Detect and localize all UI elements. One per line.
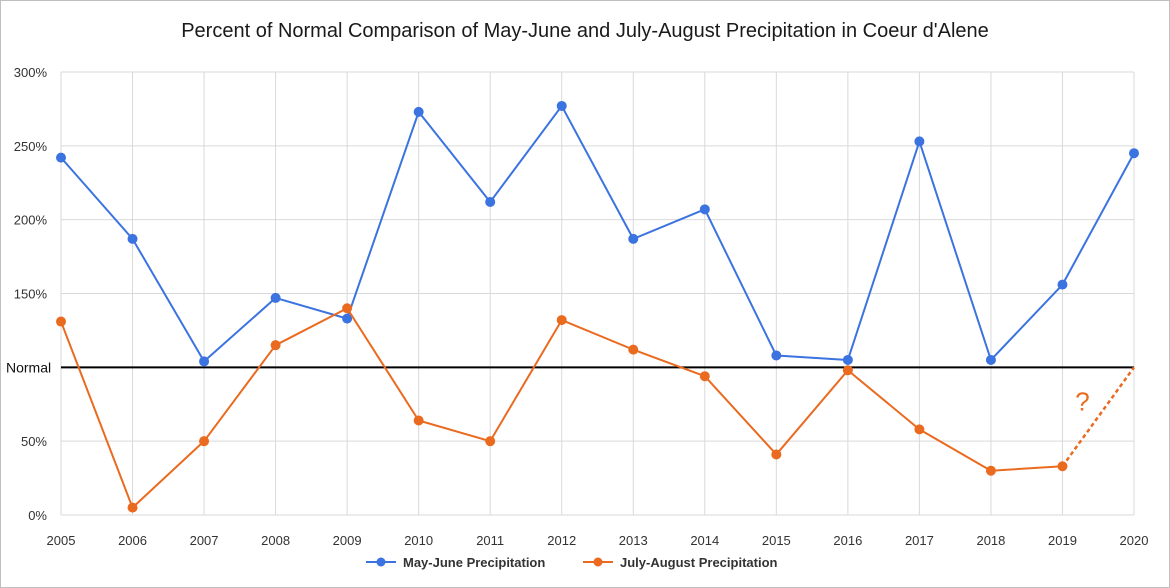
x-tick-label: 2018: [976, 533, 1005, 548]
data-point: [485, 196, 496, 207]
series-line-1: [60, 104, 1135, 363]
y-tick-label: 0%: [28, 508, 47, 523]
y-tick-label: 250%: [14, 139, 48, 154]
projection-dashed-line: [1061, 366, 1136, 468]
y-tick-label: 50%: [21, 434, 47, 449]
data-point: [556, 315, 567, 326]
data-point: [699, 371, 710, 382]
data-point: [342, 303, 353, 314]
data-point: [270, 292, 281, 303]
data-point: [1129, 148, 1139, 159]
data-point: [127, 502, 138, 513]
y-tick-label: 150%: [14, 287, 48, 302]
grid-lines: [60, 71, 1135, 516]
data-point: [413, 106, 424, 117]
data-point: [270, 340, 281, 351]
data-point: [914, 424, 925, 435]
legend: May-June Precipitation July-August Precip…: [366, 555, 778, 570]
legend-label: May-June Precipitation: [403, 555, 545, 570]
x-tick-label: 2012: [547, 533, 576, 548]
x-tick-label: 2013: [619, 533, 648, 548]
data-point: [56, 152, 66, 163]
data-point: [556, 100, 567, 111]
x-tick-label: 2016: [833, 533, 862, 548]
y-tick-label: 300%: [14, 65, 48, 80]
data-point: [1057, 279, 1068, 290]
data-point: [342, 313, 353, 324]
data-point: [199, 356, 210, 367]
legend-marker: [376, 557, 386, 567]
axis-labels: 0% 50% Normal 150% 200% 250% 300% 2005 2006 2007 2…: [6, 65, 1148, 548]
data-point: [699, 204, 710, 215]
data-point: [56, 316, 66, 327]
chart-title: Percent of Normal Comparison of May-June…: [181, 20, 989, 42]
x-tick-label: 2019: [1048, 533, 1077, 548]
x-tick-label: 2020: [1120, 533, 1149, 548]
data-point: [985, 465, 996, 476]
x-tick-label: 2008: [261, 533, 290, 548]
normal-label: Normal: [6, 359, 51, 375]
data-point: [771, 449, 782, 460]
data-point: [413, 415, 424, 426]
data-point: [628, 233, 639, 244]
y-tick-label: 200%: [14, 213, 48, 228]
legend-label: July-August Precipitation: [620, 555, 778, 570]
data-point: [485, 436, 496, 447]
x-tick-label: 2015: [762, 533, 791, 548]
legend-marker: [593, 557, 603, 567]
x-tick-label: 2006: [118, 533, 147, 548]
data-point: [842, 354, 853, 365]
x-tick-label: 2014: [690, 533, 719, 548]
x-tick-label: 2010: [404, 533, 433, 548]
x-tick-label: 2017: [905, 533, 934, 548]
x-tick-label: 2009: [333, 533, 362, 548]
x-tick-label: 2005: [47, 533, 76, 548]
data-point: [628, 344, 639, 355]
data-point: [771, 350, 782, 361]
data-point: [127, 233, 138, 244]
data-point: [914, 136, 925, 147]
x-tick-label: 2007: [190, 533, 219, 548]
data-point: [199, 436, 210, 447]
data-point: [842, 365, 853, 376]
data-point: [985, 354, 996, 365]
series-layer: ?: [56, 100, 1139, 513]
projection-question-mark: ?: [1075, 386, 1089, 416]
x-tick-label: 2011: [476, 533, 504, 548]
